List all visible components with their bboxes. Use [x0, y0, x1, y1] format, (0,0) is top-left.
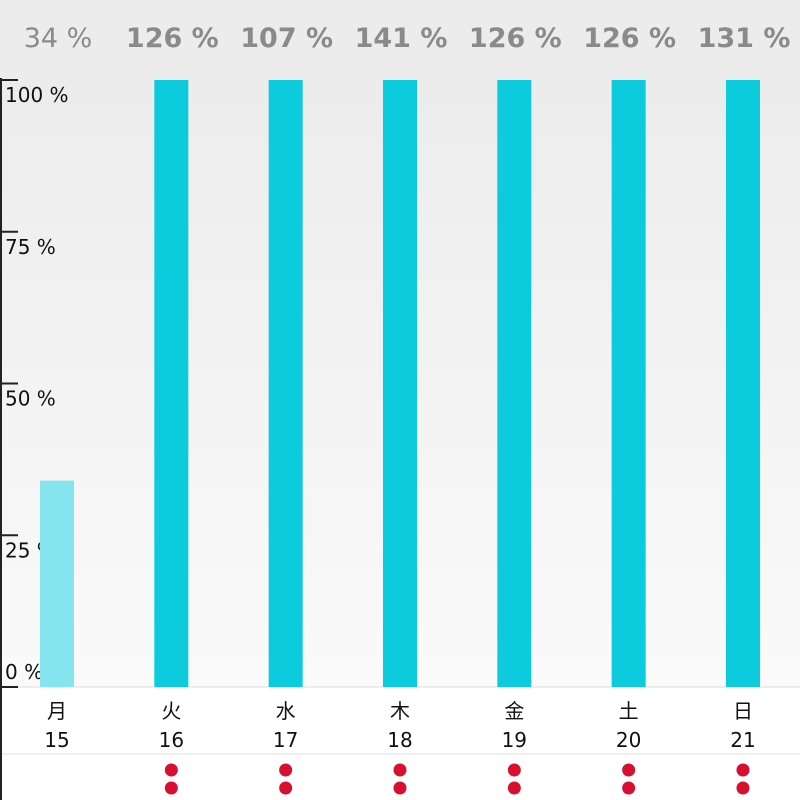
- event-marker: [736, 781, 750, 795]
- value-label: 126 %: [583, 23, 676, 54]
- value-label: 131 %: [698, 23, 791, 54]
- bar-16: [154, 80, 189, 687]
- weekday-label: 日: [733, 699, 753, 723]
- day-axis-band: [0, 687, 800, 800]
- value-label: 126 %: [126, 23, 219, 54]
- bar-19: [497, 80, 532, 687]
- day-number-label: 15: [44, 728, 69, 752]
- day-number-label: 16: [159, 728, 184, 752]
- y-tick-label: 100 %: [5, 83, 69, 107]
- event-marker: [164, 781, 178, 795]
- bar-18: [382, 80, 417, 687]
- event-marker: [622, 763, 636, 777]
- day-number-label: 19: [502, 728, 527, 752]
- value-label: 107 %: [240, 23, 333, 54]
- weekday-label: 火: [161, 699, 181, 723]
- weekday-label: 金: [504, 699, 524, 723]
- value-label: 141 %: [355, 23, 448, 54]
- event-marker: [164, 763, 178, 777]
- header-band: [0, 0, 800, 80]
- weekday-label: 木: [390, 699, 410, 723]
- bar-20: [611, 80, 646, 687]
- event-marker: [279, 763, 293, 777]
- value-labels: 34 % 126 % 107 % 141 % 126 % 126 % 131 %: [24, 23, 791, 54]
- event-marker: [393, 763, 407, 777]
- y-tick-label: 0 %: [5, 660, 43, 684]
- day-number-label: 17: [273, 728, 298, 752]
- y-tick-label: 50 %: [5, 387, 56, 411]
- value-label: 126 %: [469, 23, 562, 54]
- event-marker: [622, 781, 636, 795]
- bar-15: [40, 480, 74, 687]
- y-axis: 0 %25 %50 %75 %100 %: [0, 79, 69, 688]
- bar-17: [268, 80, 303, 687]
- bars: [40, 80, 760, 687]
- day-number-label: 21: [730, 728, 755, 752]
- weekday-label: 水: [276, 699, 296, 723]
- y-tick-label: 75 %: [5, 235, 56, 259]
- event-marker: [736, 763, 750, 777]
- day-number-label: 18: [387, 728, 412, 752]
- day-number-label: 20: [616, 728, 641, 752]
- event-marker: [393, 781, 407, 795]
- weekday-label: 土: [619, 699, 639, 723]
- bar-21: [725, 80, 760, 687]
- event-marker: [507, 763, 521, 777]
- event-marker: [279, 781, 293, 795]
- event-marker: [507, 781, 521, 795]
- value-label: 34 %: [24, 23, 93, 54]
- weekday-label: 月: [47, 699, 67, 723]
- day-labels: 月 15 火 16 水 17 木 18 金 19 土 20 日 21: [44, 699, 755, 752]
- event-markers: [164, 763, 750, 795]
